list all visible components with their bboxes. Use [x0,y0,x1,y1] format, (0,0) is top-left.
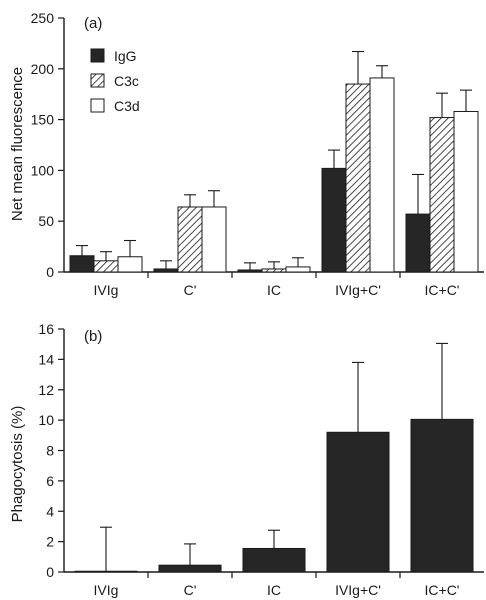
panel-a-y-axis-label: Net mean fluorescence [9,67,26,221]
panel-a-label: (a) [84,15,102,32]
panel-a-plot-area: 0 50 100 150 200 250 IVIg C' IC IVIg+C' IC+C' [31,10,484,298]
panel-a-bar [117,256,143,273]
panel-a-bar [237,269,263,273]
panel-a-bar [261,268,287,273]
panel-b-plot-area: 0 2 4 6 8 10 12 14 16 IVIg C' IC IVIg+C' IC+C' [38,321,484,598]
panel-b-bar [410,418,474,573]
panel-a-bar [369,77,395,273]
legend-label-c3d: C3d [114,98,140,114]
panel-b-y-tick-label: 12 [38,382,54,398]
panel-a-bar [453,110,479,273]
panel-a-x-tick-label: IVIg [94,282,119,298]
panel-a-bar [285,266,311,273]
panel-a-bar [93,260,119,273]
panel-b-bar [158,564,222,573]
panel-a-bar [345,83,371,273]
panel-b-x-tick-label: IVIg+C' [335,582,381,598]
panel-a-x-tick-label: IC+C' [425,282,460,298]
panel-a-y-tick-label: 150 [31,112,55,128]
panel-a-chart: (a) Net mean fluorescence IgG C3c C3d 0 50 1… [9,10,484,298]
panel-b-y-tick-label: 6 [46,473,54,489]
panel-a-y-tick-label: 100 [31,162,55,178]
panel-a-y-tick-label: 200 [31,61,55,77]
panel-a-y-tick-label: 50 [38,213,54,229]
panel-a-bar [429,117,455,273]
panel-b-bar [326,431,390,573]
panel-a-y-tick-label: 0 [46,264,54,280]
panel-a-x-tick-label: C' [184,282,197,298]
panel-b-y-tick-label: 14 [38,351,54,367]
panel-b-y-tick-label: 4 [46,503,54,519]
panel-a-x-tick-label: IC [267,282,281,298]
panel-b-bar [242,547,306,573]
panel-b-x-tick-label: C' [184,582,197,598]
legend-swatch-igg [90,48,105,63]
legend-label-igg: IgG [114,48,137,64]
panel-a-x-tick-label: IVIg+C' [335,282,381,298]
panel-b-bar [74,570,138,573]
panel-b-label: (b) [84,328,102,345]
panel-a-bar [69,255,95,273]
legend-swatch-c3c [90,73,105,88]
panel-b-y-tick-label: 8 [46,443,54,459]
panel-a-bar [153,268,179,273]
panel-b-x-tick-label: IC [267,582,281,598]
panel-a-legend: IgG C3c C3d [90,48,140,114]
panel-a-bar [177,206,203,273]
panel-b-y-tick-label: 16 [38,321,54,337]
panel-a-y-tick-label: 250 [31,10,55,26]
panel-b-x-tick-label: IC+C' [425,582,460,598]
panel-a-bar [405,213,431,273]
panel-a-bar [201,206,227,273]
legend-label-c3c: C3c [114,73,139,89]
panel-b-y-tick-label: 10 [38,412,54,428]
panel-b-y-tick-label: 0 [46,564,54,580]
panel-b-x-tick-label: IVIg [94,582,119,598]
legend-swatch-c3d [90,98,105,113]
panel-b-y-axis-label: Phagocytosis (%) [9,406,26,523]
panel-b-y-tick-label: 2 [46,534,54,550]
panel-b-chart: (b) Phagocytosis (%) 0 2 4 6 8 10 12 14 16 IVIg C'… [9,321,484,598]
panel-a-bar [321,167,347,273]
